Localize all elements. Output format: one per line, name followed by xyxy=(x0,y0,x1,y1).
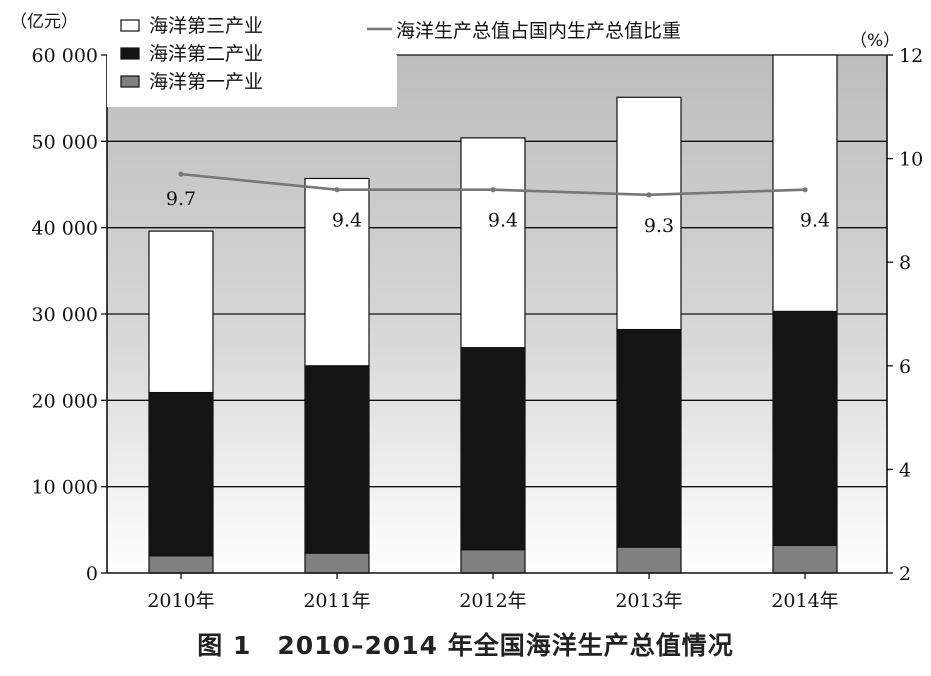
right-tick-label: 4 xyxy=(899,459,911,481)
bar-3-1 xyxy=(148,230,214,394)
right-tick-label: 6 xyxy=(899,356,911,378)
share-point-3 xyxy=(490,187,496,193)
share-point-2 xyxy=(334,187,340,193)
share-point-4 xyxy=(646,192,652,198)
legend-box xyxy=(107,10,396,55)
left-tick-label: 40 000 xyxy=(32,218,98,240)
left-tick-label: 20 000 xyxy=(32,390,98,412)
bar-3-4 xyxy=(616,96,682,331)
x-tick-label: 2011年 xyxy=(303,590,370,612)
legend-label-2: 海洋第二产业 xyxy=(149,43,263,65)
left-tick-label: 10 000 xyxy=(32,477,98,499)
bar-3-2 xyxy=(304,177,370,367)
x-tick-label: 2010年 xyxy=(147,590,214,612)
left-tick-label: 0 xyxy=(86,563,98,585)
share-label-4: 9.3 xyxy=(644,215,674,237)
share-label-3: 9.4 xyxy=(488,210,518,232)
legend-swatch-3 xyxy=(120,75,140,88)
bar-2-3 xyxy=(460,347,526,551)
x-tick-label: 2012年 xyxy=(459,590,526,612)
bar-1-4 xyxy=(616,546,682,574)
bar-2-2 xyxy=(304,365,370,554)
share-label-5: 9.4 xyxy=(800,210,830,232)
bar-1-5 xyxy=(772,544,838,574)
legend-label-3: 海洋第一产业 xyxy=(149,71,263,93)
chart: 9.7 9.4 9.4 9.3 9.4 0 10 000 20 000 30 000 40 00… xyxy=(10,10,923,612)
right-tick-label: 12 xyxy=(899,45,923,67)
share-label-1: 9.7 xyxy=(166,188,196,210)
legend-swatch-1 xyxy=(120,19,140,32)
right-axis-unit: （%） xyxy=(850,31,900,51)
legend-box-lower xyxy=(107,55,397,107)
bar-2-4 xyxy=(616,328,682,548)
bar-2-5 xyxy=(772,310,838,546)
figure-caption: 图 1 2010–2014 年全国海洋生产总值情况 xyxy=(197,631,734,660)
bar-1-3 xyxy=(460,549,526,574)
right-tick-label: 2 xyxy=(899,563,911,585)
bar-3-5 xyxy=(772,54,838,313)
legend-line-label: 海洋生产总值占国内生产总值比重 xyxy=(396,20,681,42)
left-tick-label: 30 000 xyxy=(32,304,98,326)
bar-2-1 xyxy=(148,391,214,557)
share-label-2: 9.4 xyxy=(332,210,362,232)
bar-1-2 xyxy=(304,552,370,574)
x-tick-label: 2013年 xyxy=(615,590,682,612)
bar-1-1 xyxy=(148,555,214,574)
right-tick-label: 8 xyxy=(899,252,911,274)
legend-label-1: 海洋第三产业 xyxy=(149,15,263,37)
bar-3-3 xyxy=(460,137,526,349)
share-point-1 xyxy=(178,171,184,177)
left-tick-label: 50 000 xyxy=(32,131,98,153)
left-tick-label: 60 000 xyxy=(32,45,98,67)
legend-swatch-2 xyxy=(120,47,140,60)
left-axis-unit: （亿元） xyxy=(10,12,78,32)
x-tick-label: 2014年 xyxy=(771,590,838,612)
right-tick-label: 10 xyxy=(899,149,923,171)
share-point-5 xyxy=(802,187,808,193)
